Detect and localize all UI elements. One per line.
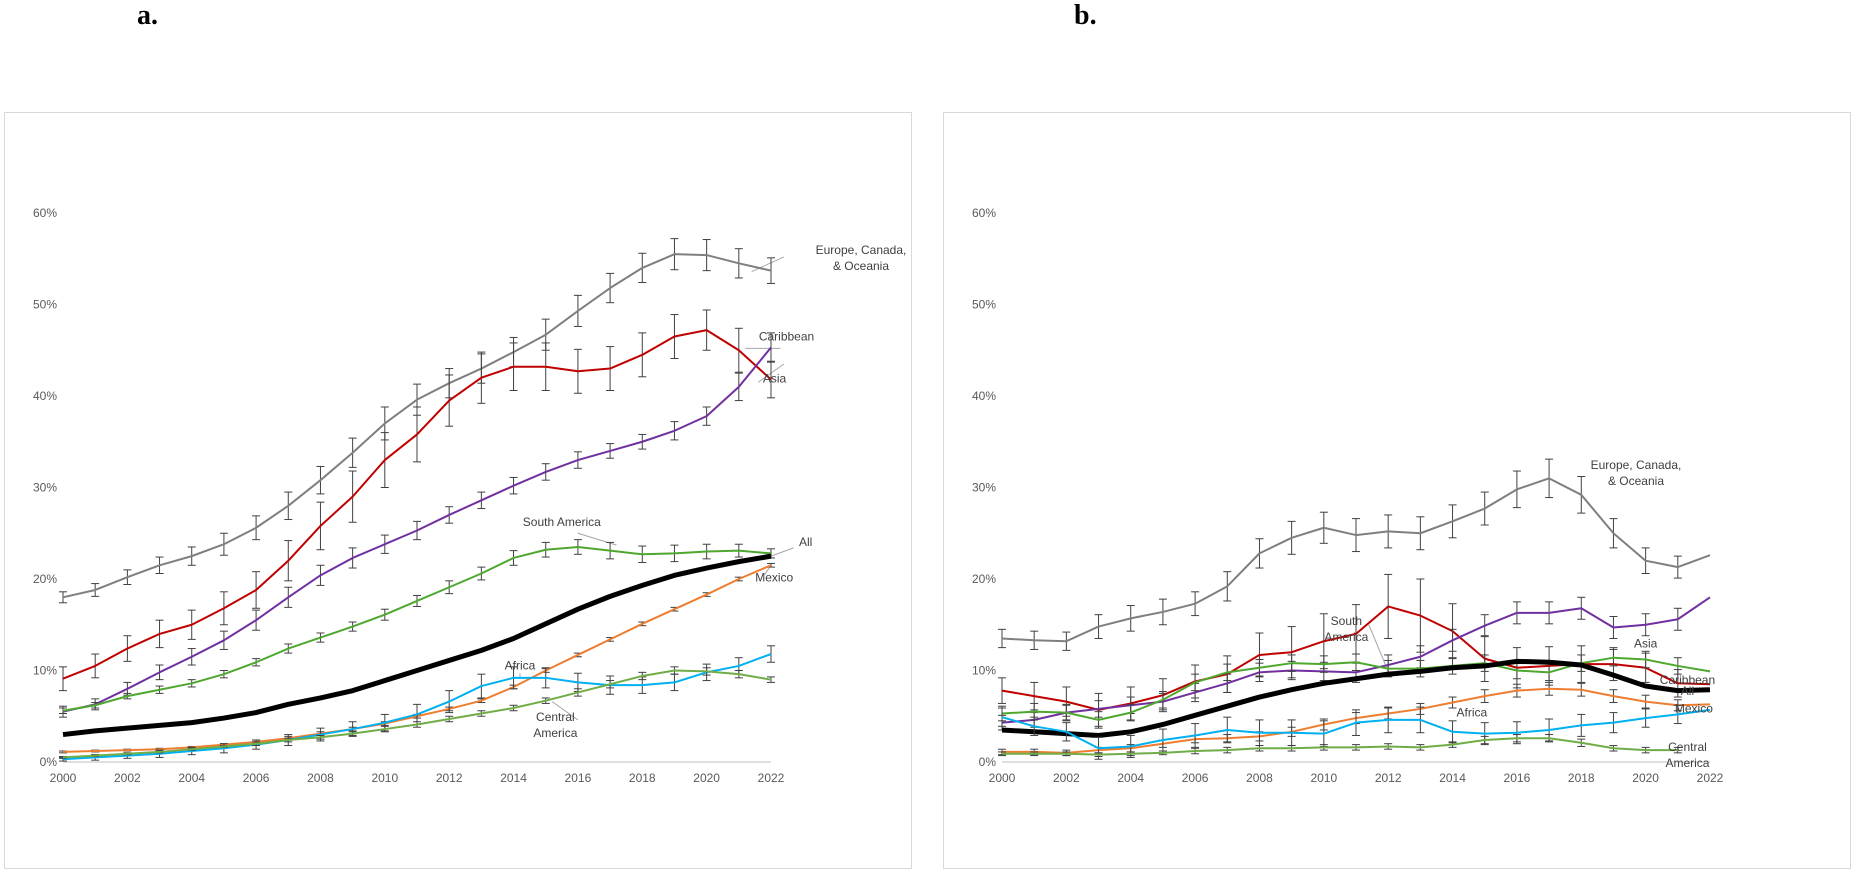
x-tick-label: 2022 [758, 771, 785, 785]
series-africa [998, 704, 1711, 760]
y-tick-label: 10% [972, 664, 996, 678]
y-tick-label: 60% [972, 206, 996, 220]
x-tick-label: 2004 [1117, 771, 1144, 785]
series-label: All [799, 535, 812, 549]
line-chart-a: 0% 10% 20% 30% 40% 50% 60% 2000 2002 2004 2006 2008… [33, 206, 907, 785]
x-tick-label: 2014 [1439, 771, 1466, 785]
x-tick-label: 2010 [1310, 771, 1337, 785]
series-central-america [998, 734, 1682, 758]
x-tick-label: 2002 [1053, 771, 1080, 785]
chart-panel-b: 0% 10% 20% 30% 40% 50% 60% 2000 2002 2004 2006 2008… [943, 112, 1851, 869]
y-tick-label: 50% [33, 298, 57, 312]
label-leader-line [770, 547, 794, 557]
x-tick-label: 2016 [565, 771, 592, 785]
series-line [1002, 737, 1678, 756]
y-tick-label: 20% [972, 572, 996, 586]
x-tick-label: 2008 [1246, 771, 1273, 785]
series-asia [59, 332, 775, 718]
x-tick-label: 2018 [629, 771, 656, 785]
y-tick-label: 0% [979, 755, 997, 769]
line-chart-b: 0% 10% 20% 30% 40% 50% 60% 2000 2002 2004 2006 2008… [972, 206, 1724, 785]
series-label: Asia [763, 371, 787, 385]
series-line [62, 346, 772, 713]
x-tick-label: 2008 [307, 771, 334, 785]
series-label: All [1681, 684, 1694, 698]
label-leader-line [1368, 624, 1389, 672]
series-line [1001, 596, 1711, 724]
y-tick-label: 20% [33, 572, 57, 586]
x-tick-label: 2004 [178, 771, 205, 785]
x-tick-label: 2002 [114, 771, 141, 785]
x-tick-label: 2006 [1182, 771, 1209, 785]
series-label: Europe, Canada, & Oceania [1591, 458, 1682, 488]
series-line [1001, 477, 1711, 643]
chart-panel-a: 0% 10% 20% 30% 40% 50% 60% 2000 2002 2004 2006 2008… [4, 112, 912, 869]
y-tick-label: 60% [33, 206, 57, 220]
y-tick-label: 50% [972, 298, 996, 312]
series-all [1001, 658, 1711, 738]
series-line [62, 653, 772, 761]
y-tick-label: 30% [972, 481, 996, 495]
series-label: Mexico [755, 571, 793, 585]
series-line [62, 553, 772, 738]
x-tick-label: 2022 [1697, 771, 1724, 785]
series-label: Caribbean [1660, 673, 1715, 687]
series-line [62, 669, 772, 759]
series-all [62, 553, 772, 738]
series-europe-canada-oceania [998, 458, 1711, 651]
panel-label-b: b. [1074, 0, 1097, 31]
x-tick-label: 2020 [1632, 771, 1659, 785]
series-label: Central America [1665, 740, 1709, 770]
series-line [1001, 708, 1711, 750]
series-line [1001, 658, 1711, 738]
label-leader-line [751, 256, 785, 273]
series-caribbean [59, 309, 775, 692]
series-label: Africa [1457, 705, 1488, 719]
series-line [62, 329, 772, 680]
series-south-america [998, 648, 1711, 729]
series-caribbean [998, 573, 1711, 727]
y-tick-label: 40% [972, 389, 996, 403]
x-tick-label: 2000 [989, 771, 1016, 785]
error-bar [767, 257, 775, 284]
y-tick-label: 0% [40, 755, 58, 769]
panel-label-a: a. [137, 0, 158, 31]
x-tick-label: 2010 [371, 771, 398, 785]
x-tick-label: 2012 [436, 771, 463, 785]
x-tick-label: 2012 [1375, 771, 1402, 785]
series-label: Mexico [1675, 702, 1713, 716]
series-label: Europe, Canada, & Oceania [816, 243, 907, 273]
series-label: Africa [505, 659, 536, 673]
label-leader-line [551, 701, 579, 721]
x-tick-label: 2018 [1568, 771, 1595, 785]
series-label: Asia [1634, 637, 1658, 651]
label-leader-line [577, 532, 617, 546]
series-line [1001, 656, 1711, 721]
series-label: Caribbean [759, 329, 814, 343]
series-africa [59, 645, 775, 762]
y-tick-label: 10% [33, 664, 57, 678]
series-line [62, 545, 772, 712]
x-tick-label: 2006 [243, 771, 270, 785]
series-central-america [59, 666, 775, 759]
y-tick-label: 30% [33, 481, 57, 495]
series-south-america [59, 539, 775, 715]
series-label: South America [1324, 614, 1368, 644]
series-label: South America [523, 515, 601, 529]
y-tick-label: 40% [33, 389, 57, 403]
x-tick-label: 2016 [1504, 771, 1531, 785]
x-tick-label: 2020 [693, 771, 720, 785]
series-label: Central America [533, 710, 577, 740]
series-line [62, 253, 772, 599]
x-tick-label: 2014 [500, 771, 527, 785]
x-tick-label: 2000 [50, 771, 77, 785]
